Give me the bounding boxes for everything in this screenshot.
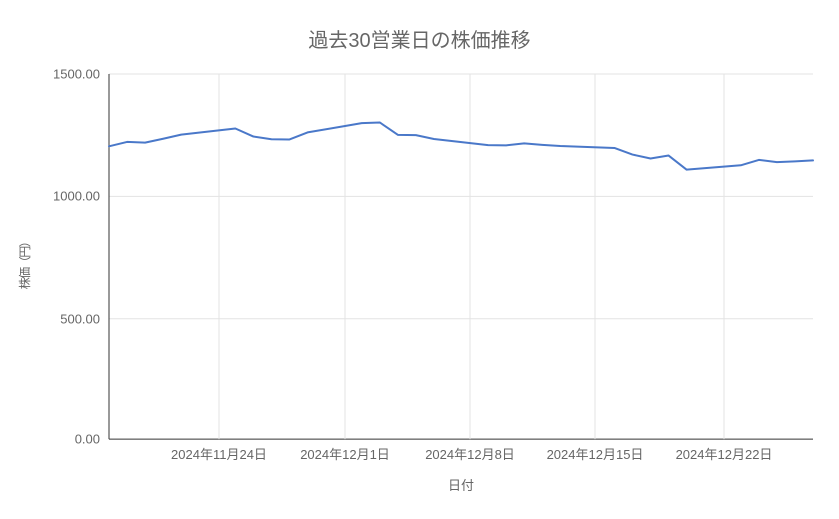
svg-text:株価（円）: 株価（円） (17, 237, 32, 290)
